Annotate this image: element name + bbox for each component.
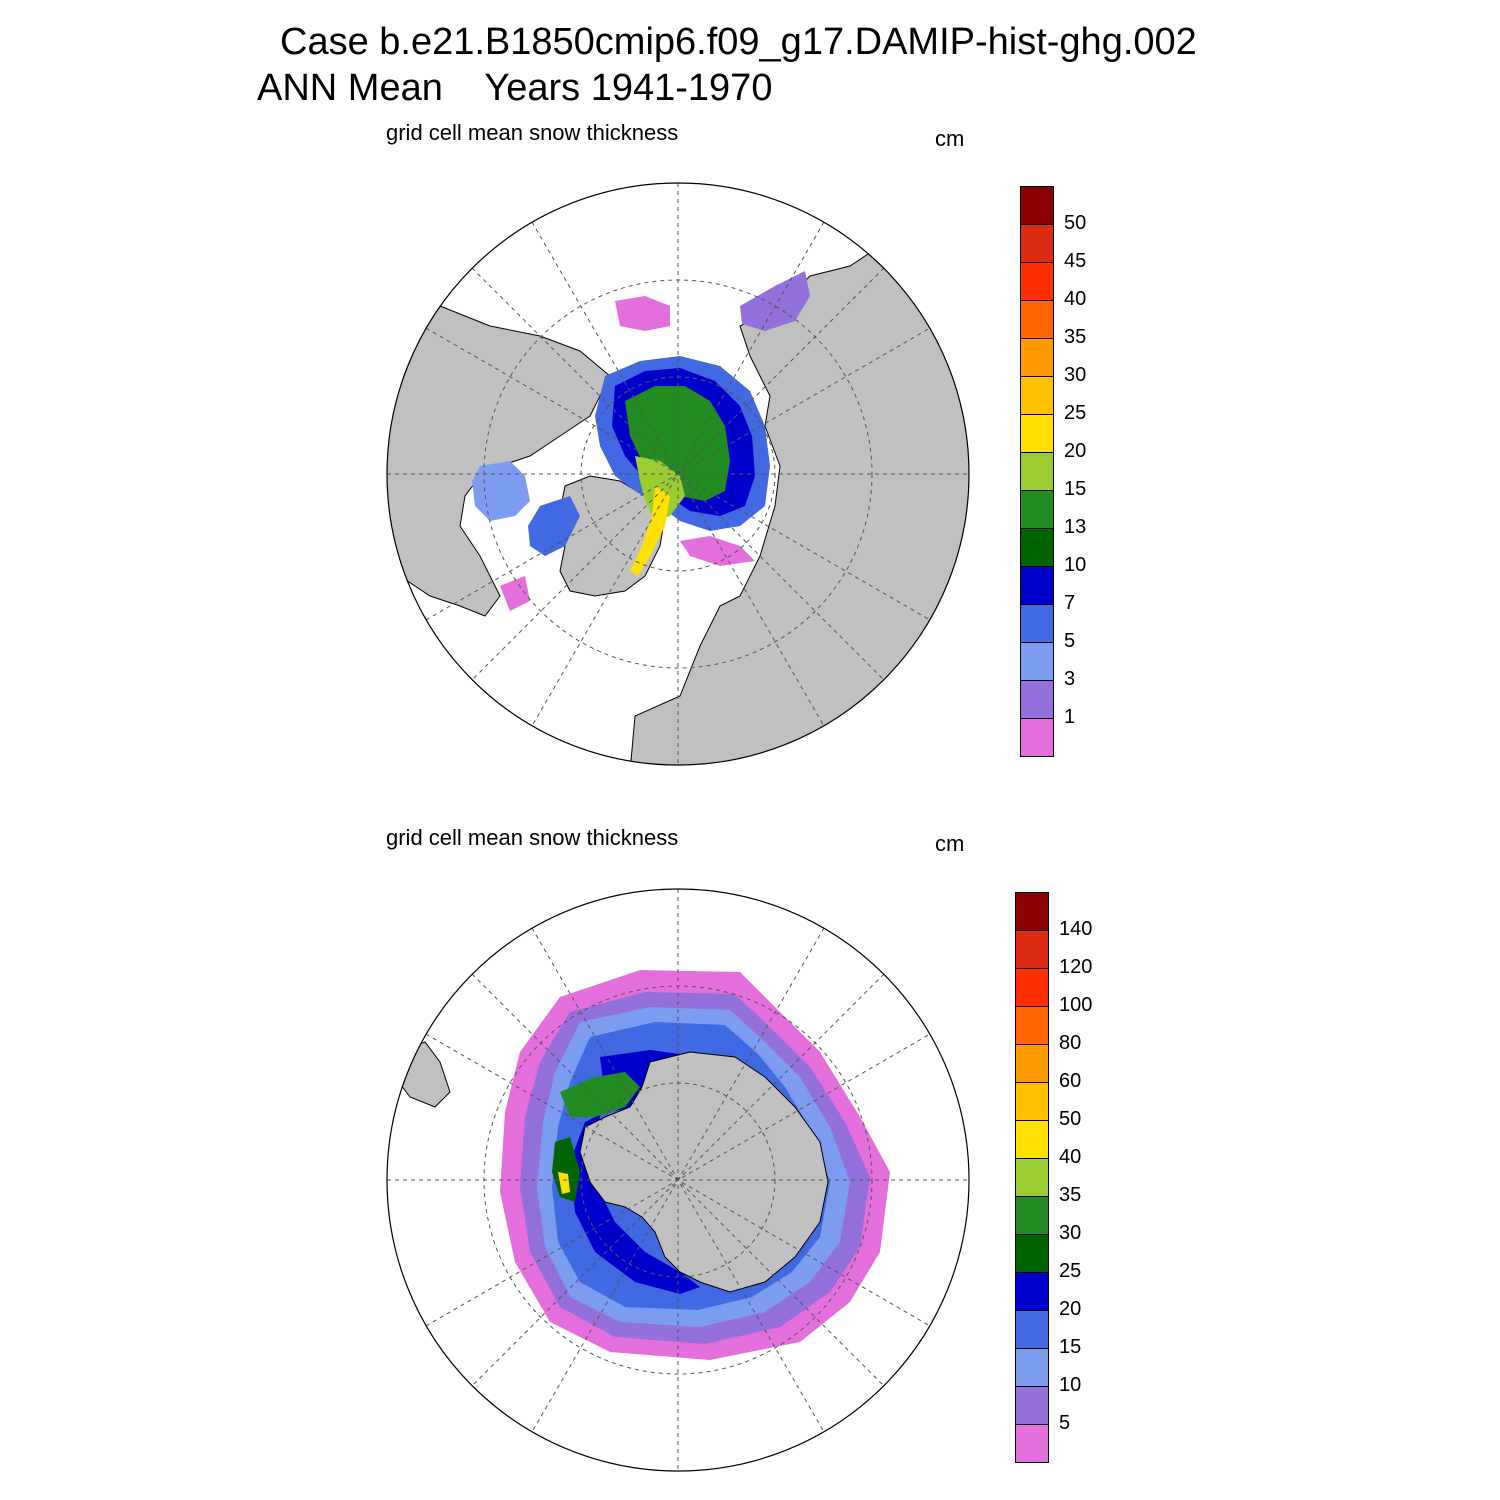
nh-map-border [386, 182, 970, 766]
nh-colorbar-box [1020, 528, 1054, 567]
nh-colorbar-box [1020, 376, 1054, 415]
sh-land-antarctica [579, 1051, 829, 1293]
sh-colorbar-label: 100 [1059, 994, 1093, 1016]
nh-colorbar: 1 3 5 7 10 13 15 20 25 30 35 40 45 50 [1020, 186, 1120, 758]
sh-colorbar-label: 20 [1059, 1298, 1082, 1320]
nh-colorbar-box [1020, 452, 1054, 491]
sh-colorbar-label: 5 [1059, 1412, 1071, 1434]
nh-snow-okhotsk [740, 271, 810, 331]
nh-colorbar-box [1020, 604, 1054, 643]
nh-colorbar-box [1020, 338, 1054, 377]
sh-colorbar-label: 80 [1059, 1032, 1082, 1054]
sh-colorbar: 5 10 15 20 25 30 35 40 50 60 80 100 120 140 [1015, 892, 1115, 1464]
nh-snow-yellow [630, 486, 670, 576]
nh-colorbar-label: 3 [1064, 668, 1076, 690]
nh-colorbar-label: 50 [1064, 212, 1087, 234]
sh-snow-green-weddell [560, 1072, 640, 1117]
nh-colorbar-box [1020, 718, 1054, 757]
sh-colorbar-box [1015, 1272, 1049, 1311]
sh-colorbar-box [1015, 1082, 1049, 1121]
figure-title-line2: ANN Mean Years 1941-1970 [257, 67, 773, 109]
sh-colorbar-box [1015, 1158, 1049, 1197]
sh-colorbar-box [1015, 1386, 1049, 1425]
sh-snow-green-bellings [552, 1137, 580, 1202]
nh-snow-greenland-sea [680, 536, 755, 566]
nh-units-label: cm [935, 126, 965, 151]
sh-colorbar-box [1015, 892, 1049, 931]
nh-colorbar-label: 13 [1064, 516, 1087, 538]
nh-colorbar-box [1020, 566, 1054, 605]
nh-colorbar-label: 45 [1064, 250, 1087, 272]
nh-snow-baffin [528, 496, 580, 556]
sh-colorbar-box [1015, 1424, 1049, 1463]
sh-colorbar-label: 140 [1059, 918, 1093, 940]
sh-map-border [386, 888, 970, 1472]
nh-panel-title: grid cell mean snow thickness [386, 120, 679, 145]
nh-land-eurasia [629, 235, 969, 765]
sh-colorbar-label: 15 [1059, 1336, 1082, 1358]
sh-colorbar-label: 40 [1059, 1146, 1082, 1168]
nh-polar-map [386, 182, 970, 766]
sh-colorbar-label: 10 [1059, 1374, 1082, 1396]
sh-colorbar-box [1015, 930, 1049, 969]
nh-colorbar-label: 35 [1064, 326, 1087, 348]
nh-colorbar-box [1020, 262, 1054, 301]
nh-colorbar-box [1020, 300, 1054, 339]
nh-colorbar-label: 15 [1064, 478, 1087, 500]
sh-colorbar-box [1015, 1044, 1049, 1083]
sh-colorbar-box [1015, 1196, 1049, 1235]
sh-panel-title: grid cell mean snow thickness [386, 825, 679, 850]
sh-snow-yellow-peninsula [558, 1172, 570, 1194]
nh-colorbar-box [1020, 642, 1054, 681]
sh-colorbar-box [1015, 1348, 1049, 1387]
nh-colorbar-label: 20 [1064, 440, 1087, 462]
sh-colorbar-box [1015, 1234, 1049, 1273]
nh-snow-lightgreen [635, 456, 685, 521]
nh-colorbar-box [1020, 680, 1054, 719]
sh-colorbar-label: 35 [1059, 1184, 1082, 1206]
nh-snow-labrador [500, 576, 530, 611]
sh-colorbar-label: 50 [1059, 1108, 1082, 1130]
sh-colorbar-box [1015, 968, 1049, 1007]
nh-colorbar-box [1020, 414, 1054, 453]
nh-snow-green [625, 386, 730, 501]
figure-title-line1: Case b.e21.B1850cmip6.f09_g17.DAMIP-hist… [280, 21, 1197, 63]
sh-colorbar-box [1015, 1006, 1049, 1045]
nh-colorbar-label: 1 [1064, 706, 1076, 728]
sh-colorbar-label: 120 [1059, 956, 1093, 978]
nh-colorbar-label: 40 [1064, 288, 1087, 310]
nh-colorbar-label: 30 [1064, 364, 1087, 386]
nh-graticule [387, 183, 969, 765]
nh-colorbar-label: 7 [1064, 592, 1076, 614]
nh-colorbar-label: 10 [1064, 554, 1087, 576]
sh-colorbar-box [1015, 1310, 1049, 1349]
nh-colorbar-label: 25 [1064, 402, 1087, 424]
sh-colorbar-label: 25 [1059, 1260, 1082, 1282]
nh-colorbar-label: 5 [1064, 630, 1076, 652]
sh-polar-map [386, 888, 970, 1472]
sh-colorbar-label: 30 [1059, 1222, 1082, 1244]
sh-colorbar-label: 60 [1059, 1070, 1082, 1092]
sh-colorbar-box [1015, 1120, 1049, 1159]
sh-graticule [387, 889, 969, 1471]
nh-colorbar-box [1020, 224, 1054, 263]
nh-colorbar-box [1020, 490, 1054, 529]
nh-colorbar-box [1020, 186, 1054, 225]
sh-units-label: cm [935, 831, 965, 856]
nh-snow-bering [615, 296, 670, 331]
